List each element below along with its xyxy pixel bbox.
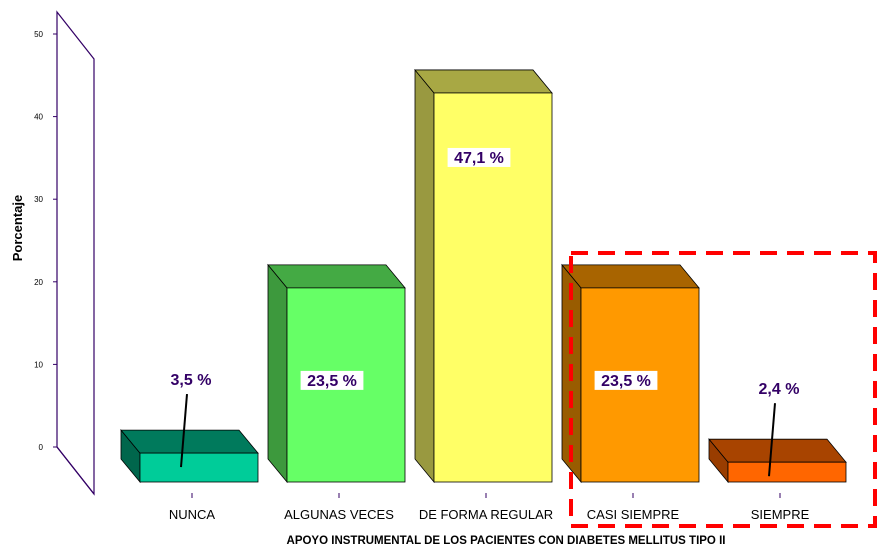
y-tick-label: 20: [34, 278, 43, 287]
x-tick-label: NUNCA: [169, 507, 216, 522]
bar-top-face: [120, 429, 259, 454]
y-tick-label: 10: [34, 360, 43, 369]
data-label: 2,4 %: [759, 381, 800, 398]
bar: [120, 428, 259, 484]
x-axis-tick-labels: NUNCA ALGUNAS VECES DE FORMA REGULAR CASI S…: [169, 493, 810, 522]
x-tick-label: SIEMPRE: [751, 507, 810, 522]
data-label: 47,1 %: [454, 150, 504, 167]
x-tick-label: CASI SIEMPRE: [587, 507, 680, 522]
data-label: 23,5 %: [601, 373, 651, 390]
bar-side-face: [267, 263, 288, 484]
y-tick-label: 50: [34, 30, 43, 39]
data-label-background: [300, 370, 364, 390]
y-tick-label: 40: [34, 113, 43, 122]
chart-back-wall: [56, 10, 95, 496]
bar-top-face: [708, 438, 847, 463]
data-label-leader: [768, 403, 776, 477]
data-label-background: [594, 370, 658, 390]
bar-top-face: [414, 69, 553, 94]
x-tick-label: DE FORMA REGULAR: [419, 507, 553, 522]
bar-front-face: [139, 452, 259, 483]
y-tick-label: 30: [34, 195, 43, 204]
bar-front-face: [727, 461, 847, 483]
y-axis-label: Porcentaje: [10, 195, 25, 261]
y-axis-ticks: 0 10 20 30 40 50: [34, 30, 57, 452]
data-label: 3,5 %: [171, 372, 212, 389]
bars-group: [120, 68, 847, 484]
x-tick-label: ALGUNAS VECES: [284, 507, 394, 522]
data-label-background: [447, 147, 511, 167]
x-axis-label: APOYO INSTRUMENTAL DE LOS PACIENTES CON …: [287, 535, 726, 546]
data-label: 23,5 %: [307, 373, 357, 390]
bar: [414, 68, 553, 484]
y-tick-label: 0: [39, 443, 44, 452]
highlight-box: [569, 251, 877, 528]
bar-top-face: [561, 264, 700, 289]
bar-side-face: [414, 68, 435, 484]
bar-top-face: [267, 264, 406, 289]
bar: [708, 438, 847, 484]
data-label-leader: [180, 394, 188, 468]
floor-edge: [56, 446, 95, 495]
data-labels-group: 3,5 % 23,5 % 47,1 % 23,5 % 2,4 %: [171, 147, 800, 477]
